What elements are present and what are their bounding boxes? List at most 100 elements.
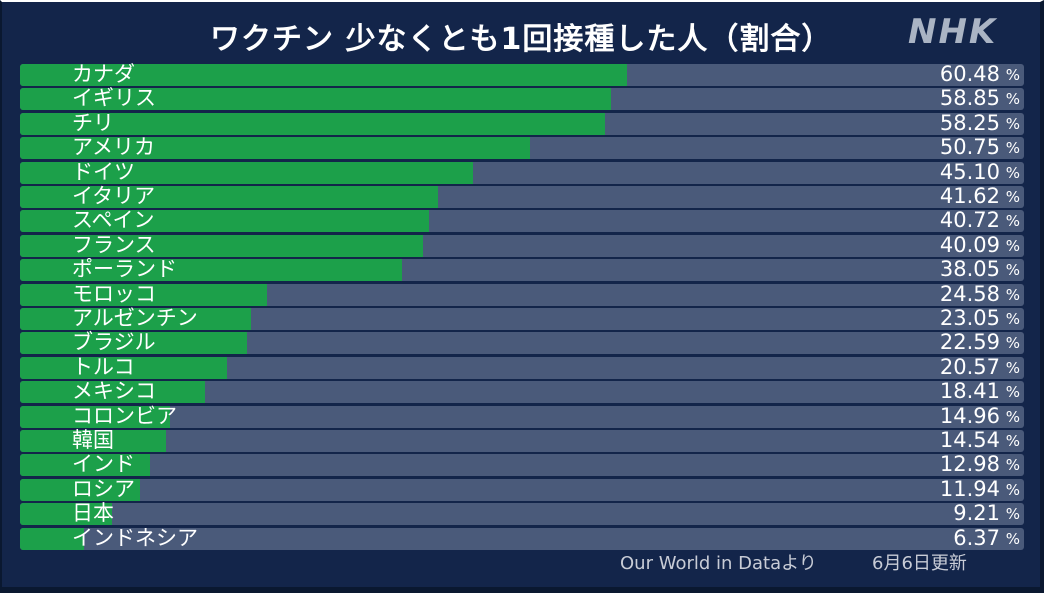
value-label: 22.59 <box>939 330 1000 355</box>
country-label: イタリア <box>72 184 156 208</box>
bar-track <box>20 478 1024 501</box>
percent-unit: % <box>1005 310 1020 328</box>
value-label: 11.94 <box>939 476 1000 501</box>
bar-row: インドネシア 6.37% <box>20 525 1024 550</box>
bar-fill <box>20 454 151 477</box>
percent-unit: % <box>1005 383 1020 402</box>
value-label: 6.37 <box>953 525 1000 550</box>
bar-fill <box>20 356 227 379</box>
bar-track <box>20 283 1024 306</box>
country-label: フランス <box>72 232 156 257</box>
bar-fill <box>20 234 423 257</box>
country-label: アルゼンチン <box>72 306 198 330</box>
bar-row: フランス 40.09% <box>20 232 1024 257</box>
bar-track <box>20 503 1024 526</box>
country-label: ロシア <box>72 476 135 501</box>
value-label: 18.41 <box>939 379 1000 404</box>
bar-row: アメリカ 50.75% <box>20 135 1024 160</box>
bar-fill <box>20 137 530 160</box>
country-label: インドネシア <box>72 525 198 550</box>
percent-unit: % <box>1005 285 1020 304</box>
bar-row: ロシア 11.94% <box>20 476 1024 501</box>
bar-fill <box>20 88 611 111</box>
value-label: 23.05 <box>939 306 1000 330</box>
bar-fill <box>20 210 429 233</box>
value-label: 24.58 <box>939 281 1000 306</box>
bar-fill <box>20 332 247 355</box>
country-label: ドイツ <box>72 159 135 184</box>
bar-track <box>20 454 1024 477</box>
value-label: 40.09 <box>939 232 1000 257</box>
bar-row: ブラジル 22.59% <box>20 330 1024 355</box>
country-label: コロンビア <box>72 403 177 428</box>
percent-unit: % <box>1005 114 1020 133</box>
bar-fill <box>20 430 166 452</box>
percent-unit: % <box>1005 334 1020 353</box>
bar-row: メキシコ 18.41% <box>20 379 1024 404</box>
country-label: モロッコ <box>72 281 156 306</box>
bar-row: アルゼンチン 23.05% <box>20 306 1024 330</box>
country-label: ブラジル <box>72 330 156 355</box>
country-label: アメリカ <box>72 135 155 160</box>
bar-track <box>20 430 1024 452</box>
percent-unit: % <box>1005 505 1020 524</box>
percent-unit: % <box>1005 407 1020 426</box>
bar-track <box>20 381 1024 404</box>
country-label: メキシコ <box>72 379 156 404</box>
value-label: 9.21 <box>953 501 1000 526</box>
value-label: 14.96 <box>939 403 1000 428</box>
country-label: インド <box>72 452 135 477</box>
value-label: 40.72 <box>939 208 1000 233</box>
percent-unit: % <box>1005 456 1020 475</box>
country-label: チリ <box>72 110 114 135</box>
bar-fill <box>20 478 140 501</box>
bar-fill <box>20 259 403 282</box>
value-label: 50.75 <box>939 135 1000 160</box>
country-label: ポーランド <box>72 257 177 282</box>
percent-unit: % <box>1005 261 1020 280</box>
percent-unit: % <box>1005 432 1020 450</box>
percent-unit: % <box>1005 90 1020 109</box>
bar-row: インド 12.98% <box>20 452 1024 477</box>
bar-row: 日本 9.21% <box>20 501 1024 526</box>
country-label: カナダ <box>72 62 135 86</box>
bar-fill <box>20 112 605 135</box>
percent-unit: % <box>1005 529 1020 548</box>
bar-track <box>20 308 1024 330</box>
value-label: 58.25 <box>939 110 1000 135</box>
bar-row: コロンビア 14.96% <box>20 403 1024 428</box>
bar-fill <box>20 405 171 428</box>
bar-row: トルコ 20.57% <box>20 354 1024 379</box>
value-label: 12.98 <box>939 452 1000 477</box>
value-label: 14.54 <box>939 428 1000 452</box>
bar-track <box>20 356 1024 379</box>
update-date: 6月6日更新 <box>872 553 967 574</box>
bar-fill <box>20 283 267 306</box>
bar-fill <box>20 503 113 526</box>
bar-fill <box>20 161 473 184</box>
value-label: 20.57 <box>939 354 1000 379</box>
bar-row: イギリス 58.85% <box>20 86 1024 111</box>
value-label: 60.48 <box>939 62 1000 86</box>
bar-row: イタリア 41.62% <box>20 184 1024 208</box>
percent-unit: % <box>1005 480 1020 499</box>
country-label: イギリス <box>72 86 156 111</box>
bar-fill <box>20 527 84 550</box>
bar-fill <box>20 381 205 404</box>
source-note: Our World in Dataより <box>620 553 817 574</box>
percent-unit: % <box>1005 212 1020 231</box>
bar-row: スペイン 40.72% <box>20 208 1024 233</box>
value-label: 41.62 <box>939 184 1000 208</box>
percent-unit: % <box>1005 236 1020 255</box>
country-label: スペイン <box>72 208 155 233</box>
value-label: 45.10 <box>939 159 1000 184</box>
bar-row: 韓国 14.54% <box>20 428 1024 452</box>
bar-fill <box>20 186 438 208</box>
bar-row: カナダ 60.48% <box>20 62 1024 86</box>
percent-unit: % <box>1005 139 1020 158</box>
nhk-logo: NHK <box>908 12 998 52</box>
bar-track <box>20 527 1024 550</box>
percent-unit: % <box>1005 358 1020 377</box>
value-label: 38.05 <box>939 257 1000 282</box>
